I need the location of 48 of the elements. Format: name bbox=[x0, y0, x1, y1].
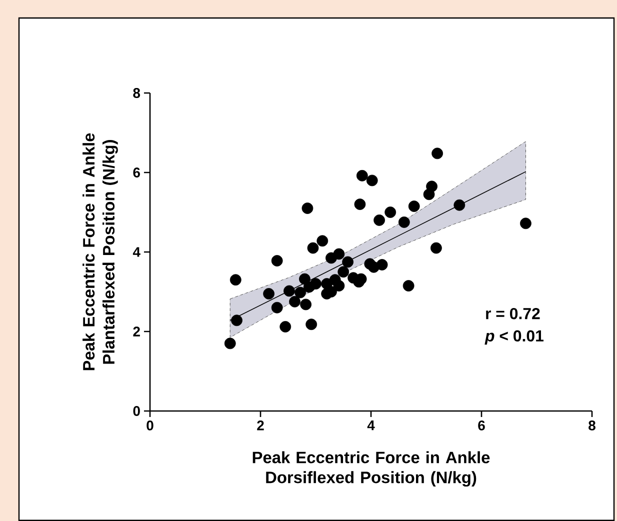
point bbox=[520, 218, 532, 230]
point bbox=[333, 248, 345, 260]
point bbox=[280, 321, 292, 332]
y-tick-label: 2 bbox=[133, 326, 140, 336]
point bbox=[402, 280, 414, 292]
y-tick-label: 4 bbox=[132, 247, 140, 257]
point bbox=[376, 259, 388, 270]
point bbox=[354, 198, 366, 210]
point bbox=[302, 202, 314, 214]
y-axis-title: Peak Eccentric Force in Ankle Plantarflexed Position (N/kg) bbox=[82, 133, 118, 370]
x-tick-label: 4 bbox=[367, 420, 375, 430]
point bbox=[398, 216, 410, 228]
point bbox=[271, 255, 283, 266]
y-tick-label: 0 bbox=[133, 406, 140, 416]
point bbox=[333, 280, 345, 292]
point bbox=[230, 274, 242, 286]
point bbox=[224, 338, 236, 350]
point bbox=[310, 278, 322, 290]
point bbox=[306, 318, 318, 330]
x-tick-label: 0 bbox=[146, 420, 154, 430]
x-tick-label: 2 bbox=[257, 420, 264, 430]
point bbox=[408, 200, 420, 212]
point bbox=[384, 206, 396, 218]
point bbox=[231, 314, 242, 326]
point bbox=[342, 256, 354, 268]
point bbox=[307, 242, 319, 254]
x-tick-label: 8 bbox=[588, 420, 596, 430]
point bbox=[316, 235, 328, 247]
point bbox=[289, 296, 300, 308]
x-axis-title: Peak Eccentric Force in Ankle Dorsiflexed Position (N/kg) bbox=[252, 451, 490, 487]
annotation: p < 0.01 bbox=[484, 330, 544, 345]
point bbox=[300, 298, 312, 310]
point bbox=[338, 266, 350, 278]
point bbox=[356, 170, 368, 182]
point bbox=[454, 199, 466, 211]
point bbox=[271, 302, 283, 314]
point bbox=[430, 242, 442, 254]
x-tick-label: 6 bbox=[478, 420, 485, 430]
y-tick-label: 8 bbox=[133, 88, 140, 98]
point bbox=[294, 286, 306, 298]
point bbox=[432, 148, 443, 160]
annotation: r = 0.72 bbox=[486, 308, 540, 320]
point bbox=[284, 285, 295, 297]
point bbox=[366, 174, 378, 186]
y-tick-label: 6 bbox=[133, 168, 140, 178]
point bbox=[426, 180, 438, 192]
point bbox=[263, 288, 274, 300]
point bbox=[374, 214, 385, 226]
